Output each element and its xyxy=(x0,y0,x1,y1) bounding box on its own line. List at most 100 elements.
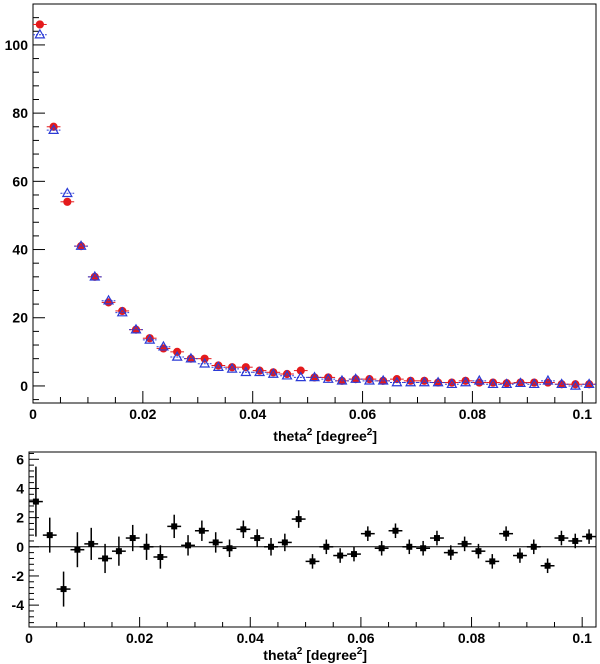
blue-triangle-point xyxy=(432,376,444,387)
difference-point xyxy=(364,530,371,537)
x-tick-label: 0.02 xyxy=(126,630,153,646)
difference-point xyxy=(558,535,565,542)
blue-triangle-point xyxy=(254,366,266,377)
difference-point xyxy=(115,548,122,555)
y-tick-label: 60 xyxy=(12,173,28,189)
difference-point xyxy=(198,527,205,534)
difference-point xyxy=(350,551,357,558)
blue-triangle-point xyxy=(350,373,362,383)
blue-triangle-point xyxy=(528,378,540,389)
y-tick-label: 0 xyxy=(20,378,28,394)
blue-triangle-point xyxy=(89,270,101,281)
blue-triangle-point xyxy=(308,371,321,382)
bottom-panel: 0 0.02 0.04 0.06 0.08 0.1 -4 -2 0 2 4 6 theta2 [deg… xyxy=(12,451,597,663)
top-data-marks xyxy=(33,20,596,390)
difference-point xyxy=(530,543,537,550)
blue-triangle-point xyxy=(377,374,389,385)
y-tick-label: 0 xyxy=(16,539,24,555)
red-circle-point xyxy=(296,366,305,375)
blue-triangle-point xyxy=(199,357,211,368)
blue-triangle-point xyxy=(240,366,252,377)
difference-point xyxy=(212,539,219,546)
blue-triangle-point xyxy=(418,376,430,387)
blue-triangle-point xyxy=(75,240,87,250)
difference-point xyxy=(143,543,150,550)
difference-point xyxy=(60,586,67,593)
x-tick-label: 0.06 xyxy=(347,630,374,646)
x-tick-label: 0.08 xyxy=(459,406,486,422)
y-tick-label: 2 xyxy=(16,510,24,526)
blue-triangle-point xyxy=(514,377,527,388)
top-x-axis-title: theta2 [degree2] xyxy=(273,427,377,444)
red-circle-point xyxy=(63,197,72,206)
blue-triangle-point xyxy=(281,369,293,380)
difference-point xyxy=(226,545,233,552)
blue-triangle-point xyxy=(542,374,554,385)
blue-triangle-point xyxy=(144,333,156,344)
difference-point xyxy=(516,552,523,559)
y-tick-label: 4 xyxy=(16,480,24,496)
y-tick-label: 80 xyxy=(12,105,28,121)
x-tick-label: 0.1 xyxy=(572,630,592,646)
blue-triangle-point xyxy=(569,379,581,390)
blue-triangle-point xyxy=(130,323,142,334)
bottom-x-axis-title: theta2 [degree2] xyxy=(263,646,367,663)
difference-point xyxy=(268,543,275,550)
difference-point xyxy=(433,535,440,542)
blue-triangle-point xyxy=(34,28,46,39)
difference-point xyxy=(281,539,288,546)
blue-triangle-point xyxy=(212,361,224,371)
difference-point xyxy=(461,540,468,547)
bottom-axis-ticks: 0 0.02 0.04 0.06 0.08 0.1 -4 -2 0 2 4 6 xyxy=(12,451,593,646)
y-tick-label: 40 xyxy=(12,242,28,258)
difference-point xyxy=(489,558,496,565)
difference-point xyxy=(503,530,510,537)
y-tick-label: 6 xyxy=(16,451,24,467)
blue-triangle-point xyxy=(226,362,238,373)
bottom-plot-frame xyxy=(28,451,597,628)
difference-point xyxy=(447,549,454,556)
difference-point xyxy=(378,545,385,552)
blue-triangle-point xyxy=(487,378,499,389)
blue-triangle-point xyxy=(473,374,485,385)
bottom-data-marks xyxy=(29,466,596,607)
difference-point xyxy=(88,540,95,547)
x-tick-label: 0.08 xyxy=(458,630,485,646)
top-plot-frame xyxy=(32,3,597,404)
difference-point xyxy=(46,532,53,539)
blue-triangle-point xyxy=(102,294,115,305)
blue-triangle-point xyxy=(48,124,60,134)
x-tick-label: 0.1 xyxy=(573,406,593,422)
difference-point xyxy=(32,498,39,505)
top-axis-ticks: 0 0.02 0.04 0.06 0.08 0.1 0 20 40 60 80 100 xyxy=(5,3,593,422)
difference-point xyxy=(129,535,136,542)
y-tick-label: -2 xyxy=(12,568,25,584)
blue-triangle-point xyxy=(405,376,417,387)
blue-triangle-point xyxy=(391,376,403,387)
y-tick-label: 100 xyxy=(5,37,29,53)
x-tick-label: 0.06 xyxy=(349,406,376,422)
blue-triangle-point xyxy=(460,376,472,387)
blue-triangle-point xyxy=(363,374,375,385)
difference-point xyxy=(392,527,399,534)
blue-triangle-point xyxy=(583,378,595,389)
blue-triangle-point xyxy=(556,378,568,389)
y-tick-label: -4 xyxy=(12,597,25,613)
x-tick-label: 0.02 xyxy=(129,406,156,422)
difference-point xyxy=(420,545,427,552)
difference-point xyxy=(295,516,302,523)
blue-triangle-point xyxy=(171,350,183,361)
difference-point xyxy=(74,546,81,553)
blue-triangle-point xyxy=(336,374,348,385)
difference-point xyxy=(586,533,593,540)
red-circle-point xyxy=(35,20,44,29)
difference-point xyxy=(572,537,579,544)
difference-point xyxy=(323,543,330,550)
difference-point xyxy=(337,552,344,559)
difference-point xyxy=(157,554,164,560)
difference-point xyxy=(185,542,192,549)
difference-point xyxy=(309,558,316,565)
difference-point xyxy=(171,523,178,530)
x-tick-label: 0 xyxy=(25,630,33,646)
